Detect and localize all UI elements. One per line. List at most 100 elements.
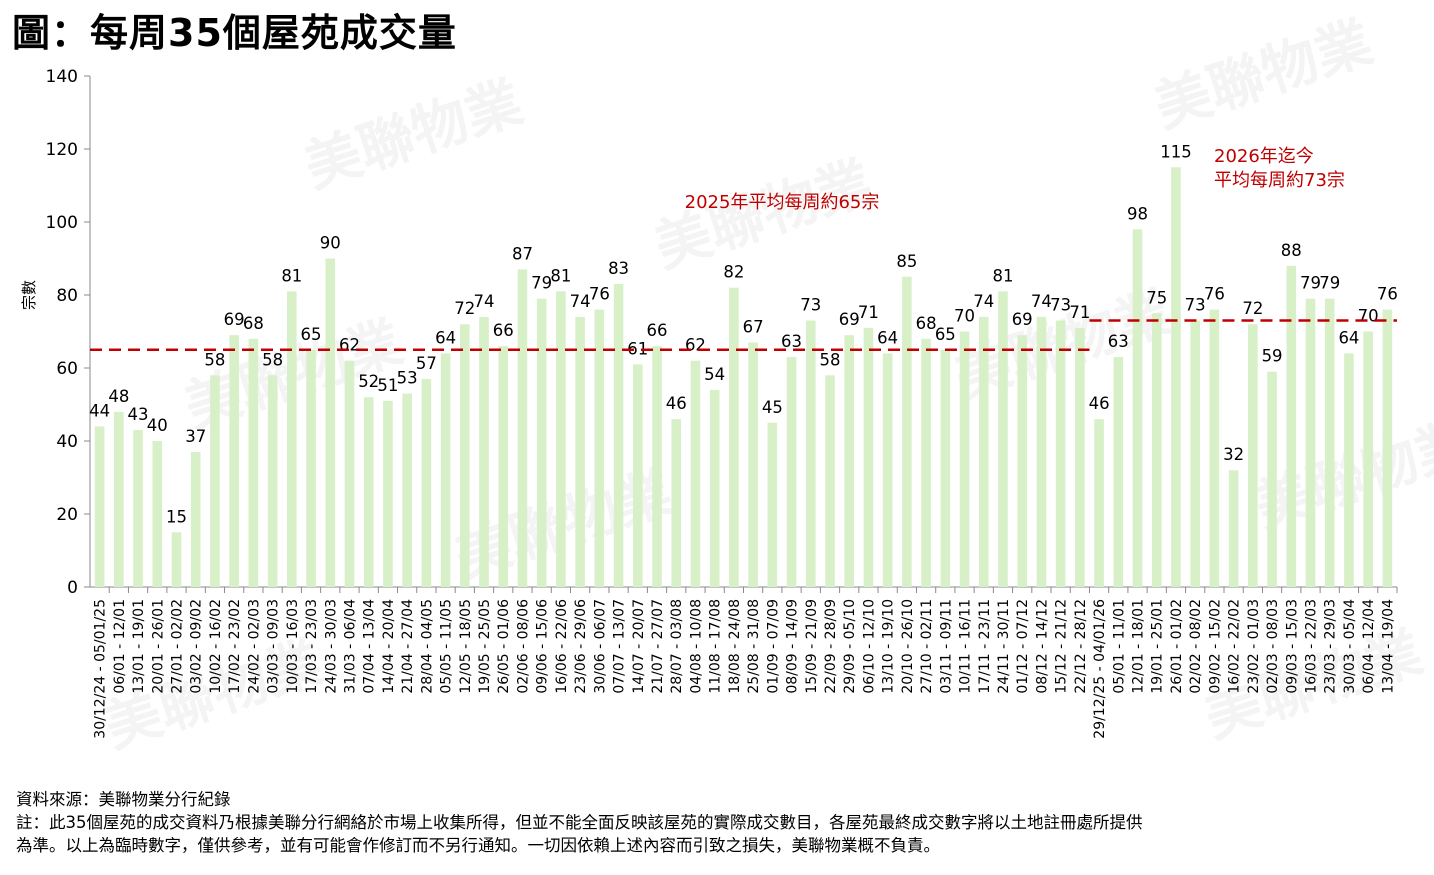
bar	[440, 353, 451, 587]
data-label: 44	[89, 401, 110, 420]
x-tick-label: 03/03 - 09/03	[266, 599, 282, 694]
bar	[363, 397, 374, 587]
bar	[998, 291, 1008, 587]
data-label: 63	[1108, 332, 1129, 351]
bar	[344, 360, 355, 587]
bar	[613, 284, 624, 587]
x-tick-label: 26/01 - 01/02	[1169, 599, 1185, 694]
data-label: 54	[704, 365, 725, 384]
data-label: 59	[1262, 347, 1283, 366]
bar	[748, 342, 758, 587]
bar	[921, 338, 931, 587]
x-tick-label: 23/03 - 29/03	[1323, 599, 1339, 694]
bar	[1017, 335, 1028, 587]
data-label: 15	[166, 507, 187, 526]
data-label: 81	[281, 266, 302, 285]
bar	[767, 422, 778, 587]
bar	[210, 375, 220, 587]
bar	[1324, 298, 1335, 587]
data-label: 63	[781, 332, 802, 351]
bar	[1132, 229, 1143, 588]
disclaimer-line-1: 註：此35個屋苑的成交資料乃根據美聯分行網絡於市場上收集所得，但並不能全面反映該…	[16, 813, 1143, 832]
y-tick-label: 0	[67, 578, 78, 598]
bar	[594, 309, 605, 587]
x-tick-label: 13/01 - 19/01	[131, 599, 147, 694]
x-tick-label: 11/08 - 17/08	[708, 599, 724, 694]
bar	[1151, 313, 1162, 587]
data-label: 69	[839, 310, 860, 329]
bar	[1190, 320, 1200, 587]
bar	[671, 419, 682, 587]
x-tick-label: 21/04 - 27/04	[400, 599, 416, 694]
bar	[902, 276, 912, 587]
x-tick-label: 23/02 - 01/03	[1246, 599, 1262, 694]
x-tick-label: 13/10 - 19/10	[881, 599, 897, 694]
bar	[1228, 470, 1239, 587]
bar	[1382, 309, 1393, 587]
x-tick-label: 19/05 - 25/05	[477, 599, 493, 694]
y-tick-label: 100	[46, 213, 78, 233]
bar	[171, 532, 182, 587]
data-label: 66	[647, 321, 668, 340]
data-label: 65	[301, 325, 322, 344]
x-tick-label: 30/12/24 - 05/01/25	[93, 599, 109, 739]
x-tick-label: 16/06 - 22/06	[554, 599, 570, 694]
x-tick-label: 17/11 - 23/11	[977, 599, 993, 694]
x-tick-label: 12/01 - 18/01	[1131, 599, 1147, 694]
x-tick-label: 07/07 - 13/07	[612, 599, 628, 694]
y-tick-label: 60	[56, 359, 78, 379]
x-tick-label: 09/03 - 15/03	[1284, 599, 1300, 694]
data-label: 43	[128, 405, 149, 424]
x-tick-label: 05/01 - 11/01	[1111, 599, 1127, 694]
data-label: 98	[1127, 204, 1148, 223]
bar	[863, 327, 874, 587]
data-label: 81	[992, 266, 1013, 285]
x-tick-label: 17/03 - 23/03	[304, 599, 320, 694]
x-tick-label: 20/10 - 26/10	[900, 599, 916, 694]
data-label: 64	[877, 328, 898, 347]
y-tick-label: 40	[56, 432, 78, 452]
data-label: 87	[512, 244, 533, 263]
y-tick-label: 140	[46, 67, 78, 87]
data-label: 90	[320, 234, 341, 253]
x-tick-label: 21/07 - 27/07	[650, 599, 666, 694]
x-tick-label: 10/03 - 16/03	[285, 599, 301, 694]
bar	[652, 346, 662, 587]
bar	[1209, 309, 1220, 587]
data-label: 45	[762, 398, 783, 417]
x-tick-label: 04/08 - 10/08	[688, 599, 704, 694]
bar	[421, 378, 432, 587]
data-label: 69	[224, 310, 245, 329]
data-label: 46	[1089, 394, 1110, 413]
x-tick-label: 05/05 - 11/05	[439, 599, 455, 694]
data-label: 61	[627, 339, 648, 358]
bar	[709, 389, 720, 587]
footer-notes: 資料來源：美聯物業分行紀錄 註：此35個屋苑的成交資料乃根據美聯分行網絡於市場上…	[16, 788, 1416, 857]
data-label: 79	[1319, 274, 1340, 293]
bar	[114, 411, 124, 587]
x-tick-label: 30/03 - 05/04	[1342, 599, 1358, 694]
data-label: 76	[1204, 285, 1225, 304]
x-tick-label: 19/01 - 25/01	[1150, 599, 1166, 694]
y-tick-label: 80	[56, 286, 78, 306]
x-tick-label: 30/06 - 06/07	[592, 599, 608, 694]
data-label: 64	[435, 328, 456, 347]
x-tick-label: 31/03 - 06/04	[342, 599, 358, 694]
bar	[248, 338, 259, 587]
bar	[267, 375, 278, 587]
x-tick-label: 10/02 - 16/02	[208, 599, 224, 694]
bar	[287, 291, 297, 587]
y-tick-label: 120	[46, 140, 78, 160]
bar	[844, 335, 855, 587]
data-label: 74	[973, 292, 994, 311]
x-tick-label: 08/12 - 14/12	[1034, 599, 1050, 694]
bar	[882, 353, 893, 587]
data-label: 74	[570, 292, 591, 311]
bar	[1036, 316, 1047, 587]
x-tick-label: 06/04 - 12/04	[1361, 599, 1377, 694]
bar	[1363, 331, 1373, 587]
data-label: 72	[1242, 299, 1263, 318]
bar	[190, 451, 201, 587]
data-label: 79	[1300, 274, 1321, 293]
bar	[1305, 298, 1316, 587]
